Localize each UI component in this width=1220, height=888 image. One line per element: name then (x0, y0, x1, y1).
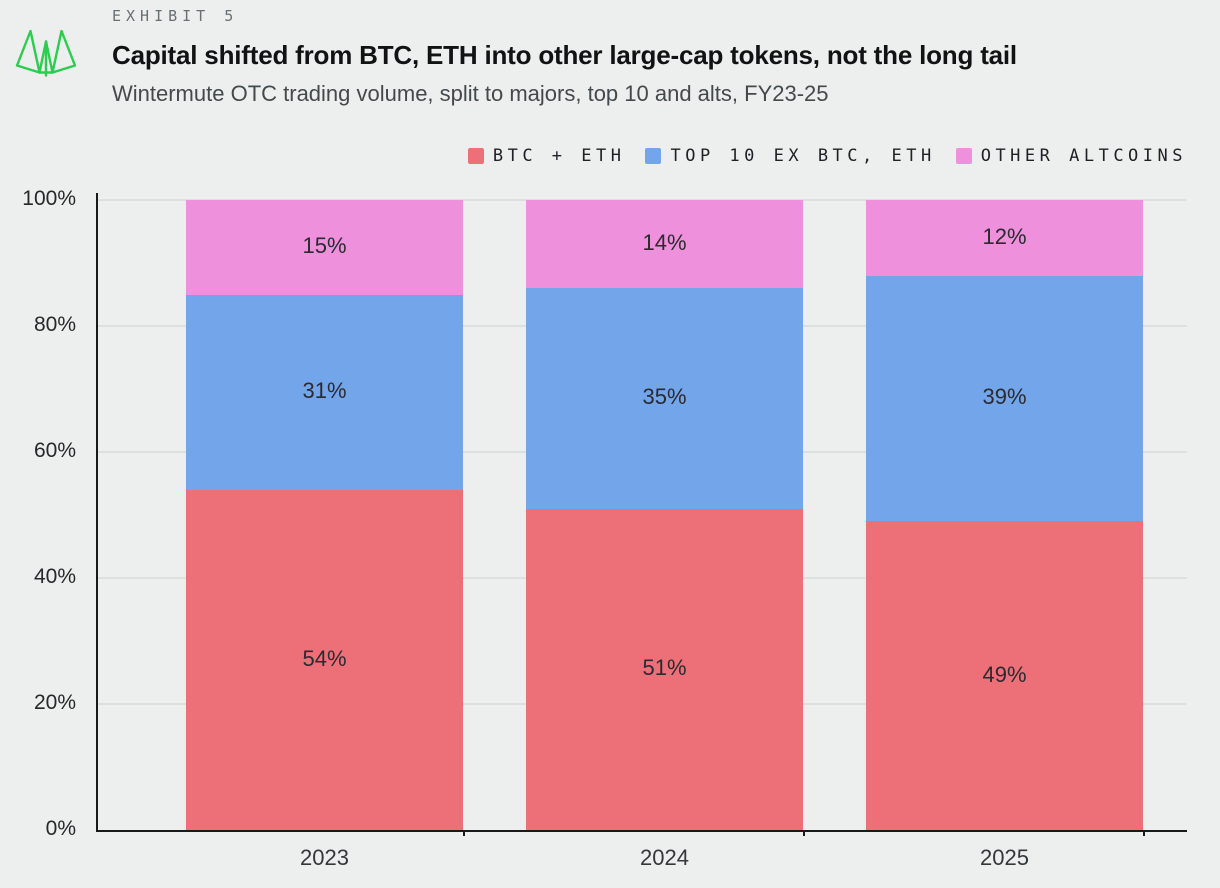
legend-swatch-icon (467, 148, 484, 164)
chart-legend: BTC + ETH TOP 10 EX BTC, ETH OTHER ALTCOIN… (467, 146, 1187, 166)
y-axis-label-100: 100% (22, 187, 76, 210)
bar-2025-value-label: 39% (982, 384, 1027, 410)
legend-label: TOP 10 EX BTC, ETH (670, 146, 936, 166)
bar-2023-segment-other-altcoins (186, 200, 463, 295)
y-axis-label-40: 40% (33, 565, 76, 588)
bar-2024-segment-btc-eth (526, 508, 803, 830)
bar-2024-segment-other-altcoins (526, 200, 803, 289)
bar-2025-segment-top-10-ex-btc-eth (866, 275, 1143, 522)
y-axis-label-0: 0% (45, 817, 76, 840)
y-axis-label-80: 80% (33, 313, 76, 336)
chart-title: Capital shifted from BTC, ETH into other… (112, 40, 1017, 70)
chart-subtitle: Wintermute OTC trading volume, split to … (112, 81, 829, 106)
bar-2024-value-label: 35% (642, 384, 687, 410)
bar-2025-segment-other-altcoins (866, 200, 1143, 276)
y-axis-label-20: 20% (33, 691, 76, 714)
bar-2024-segment-top-10-ex-btc-eth (526, 288, 803, 509)
bar-2025-segment-btc-eth (866, 521, 1143, 830)
bar-2025-value-label: 49% (982, 661, 1027, 687)
legend-swatch-icon (955, 148, 972, 164)
wintermute-logo-icon (15, 29, 77, 77)
legend-label: OTHER ALTCOINS (980, 146, 1187, 166)
bar-2024-value-label: 14% (642, 230, 687, 256)
x-axis-label-2024: 2024 (640, 845, 689, 870)
legend-swatch-icon (645, 148, 662, 164)
legend-item-3: OTHER ALTCOINS (955, 146, 1187, 166)
x-axis-label-2023: 2023 (300, 845, 349, 870)
legend-label: BTC + ETH (492, 146, 626, 166)
x-axis-tick (803, 831, 805, 836)
exhibit-label: EXHIBIT 5 (112, 7, 239, 25)
bar-2023-value-label: 54% (302, 645, 347, 671)
x-axis-tick (1143, 831, 1145, 836)
x-axis-label-2025: 2025 (980, 845, 1029, 870)
legend-item-2: TOP 10 EX BTC, ETH (645, 146, 935, 166)
y-axis-line (96, 193, 98, 832)
y-axis-label-60: 60% (33, 439, 76, 462)
x-axis-tick (463, 831, 465, 836)
legend-item-1: BTC + ETH (467, 146, 626, 166)
bar-2023-value-label: 15% (302, 233, 347, 259)
bar-2023-segment-top-10-ex-btc-eth (186, 294, 463, 490)
stacked-bar-chart: 0% 20% 40% 60% 80% 100% 54% 31% 15% 2023 51% 35% 14%… (0, 185, 1220, 888)
x-axis-line (96, 830, 1187, 832)
bar-2025-value-label: 12% (982, 223, 1027, 249)
bar-2023-value-label: 31% (302, 378, 347, 404)
bar-2023-segment-btc-eth (186, 489, 463, 830)
bar-2024-value-label: 51% (642, 655, 687, 681)
